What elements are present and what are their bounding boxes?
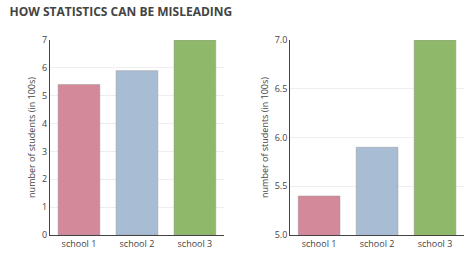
svg-text:number of students (in 100s): number of students (in 100s) [25,77,38,198]
svg-text:5.5: 5.5 [275,179,288,192]
svg-text:7.0: 7.0 [275,33,288,46]
svg-text:number of students (in 100s): number of students (in 100s) [258,77,271,198]
svg-text:4: 4 [42,117,47,130]
svg-text:6: 6 [42,61,47,74]
svg-text:3: 3 [42,145,47,158]
svg-text:5: 5 [42,89,47,102]
svg-text:0: 0 [42,228,47,241]
svg-text:7: 7 [42,33,47,46]
svg-text:school 3: school 3 [418,237,453,250]
svg-text:6.0: 6.0 [275,131,288,144]
svg-text:1: 1 [42,200,47,213]
svg-text:HOW STATISTICS CAN BE MISLEADI: HOW STATISTICS CAN BE MISLEADING [9,3,232,20]
svg-text:school 1: school 1 [302,237,337,250]
svg-text:5.0: 5.0 [275,228,288,241]
svg-text:school 2: school 2 [360,237,395,250]
svg-text:2: 2 [42,172,47,185]
svg-text:6.5: 6.5 [275,82,288,95]
svg-text:school 2: school 2 [120,237,155,250]
svg-text:school 3: school 3 [178,237,213,250]
svg-text:school 1: school 1 [62,237,97,250]
